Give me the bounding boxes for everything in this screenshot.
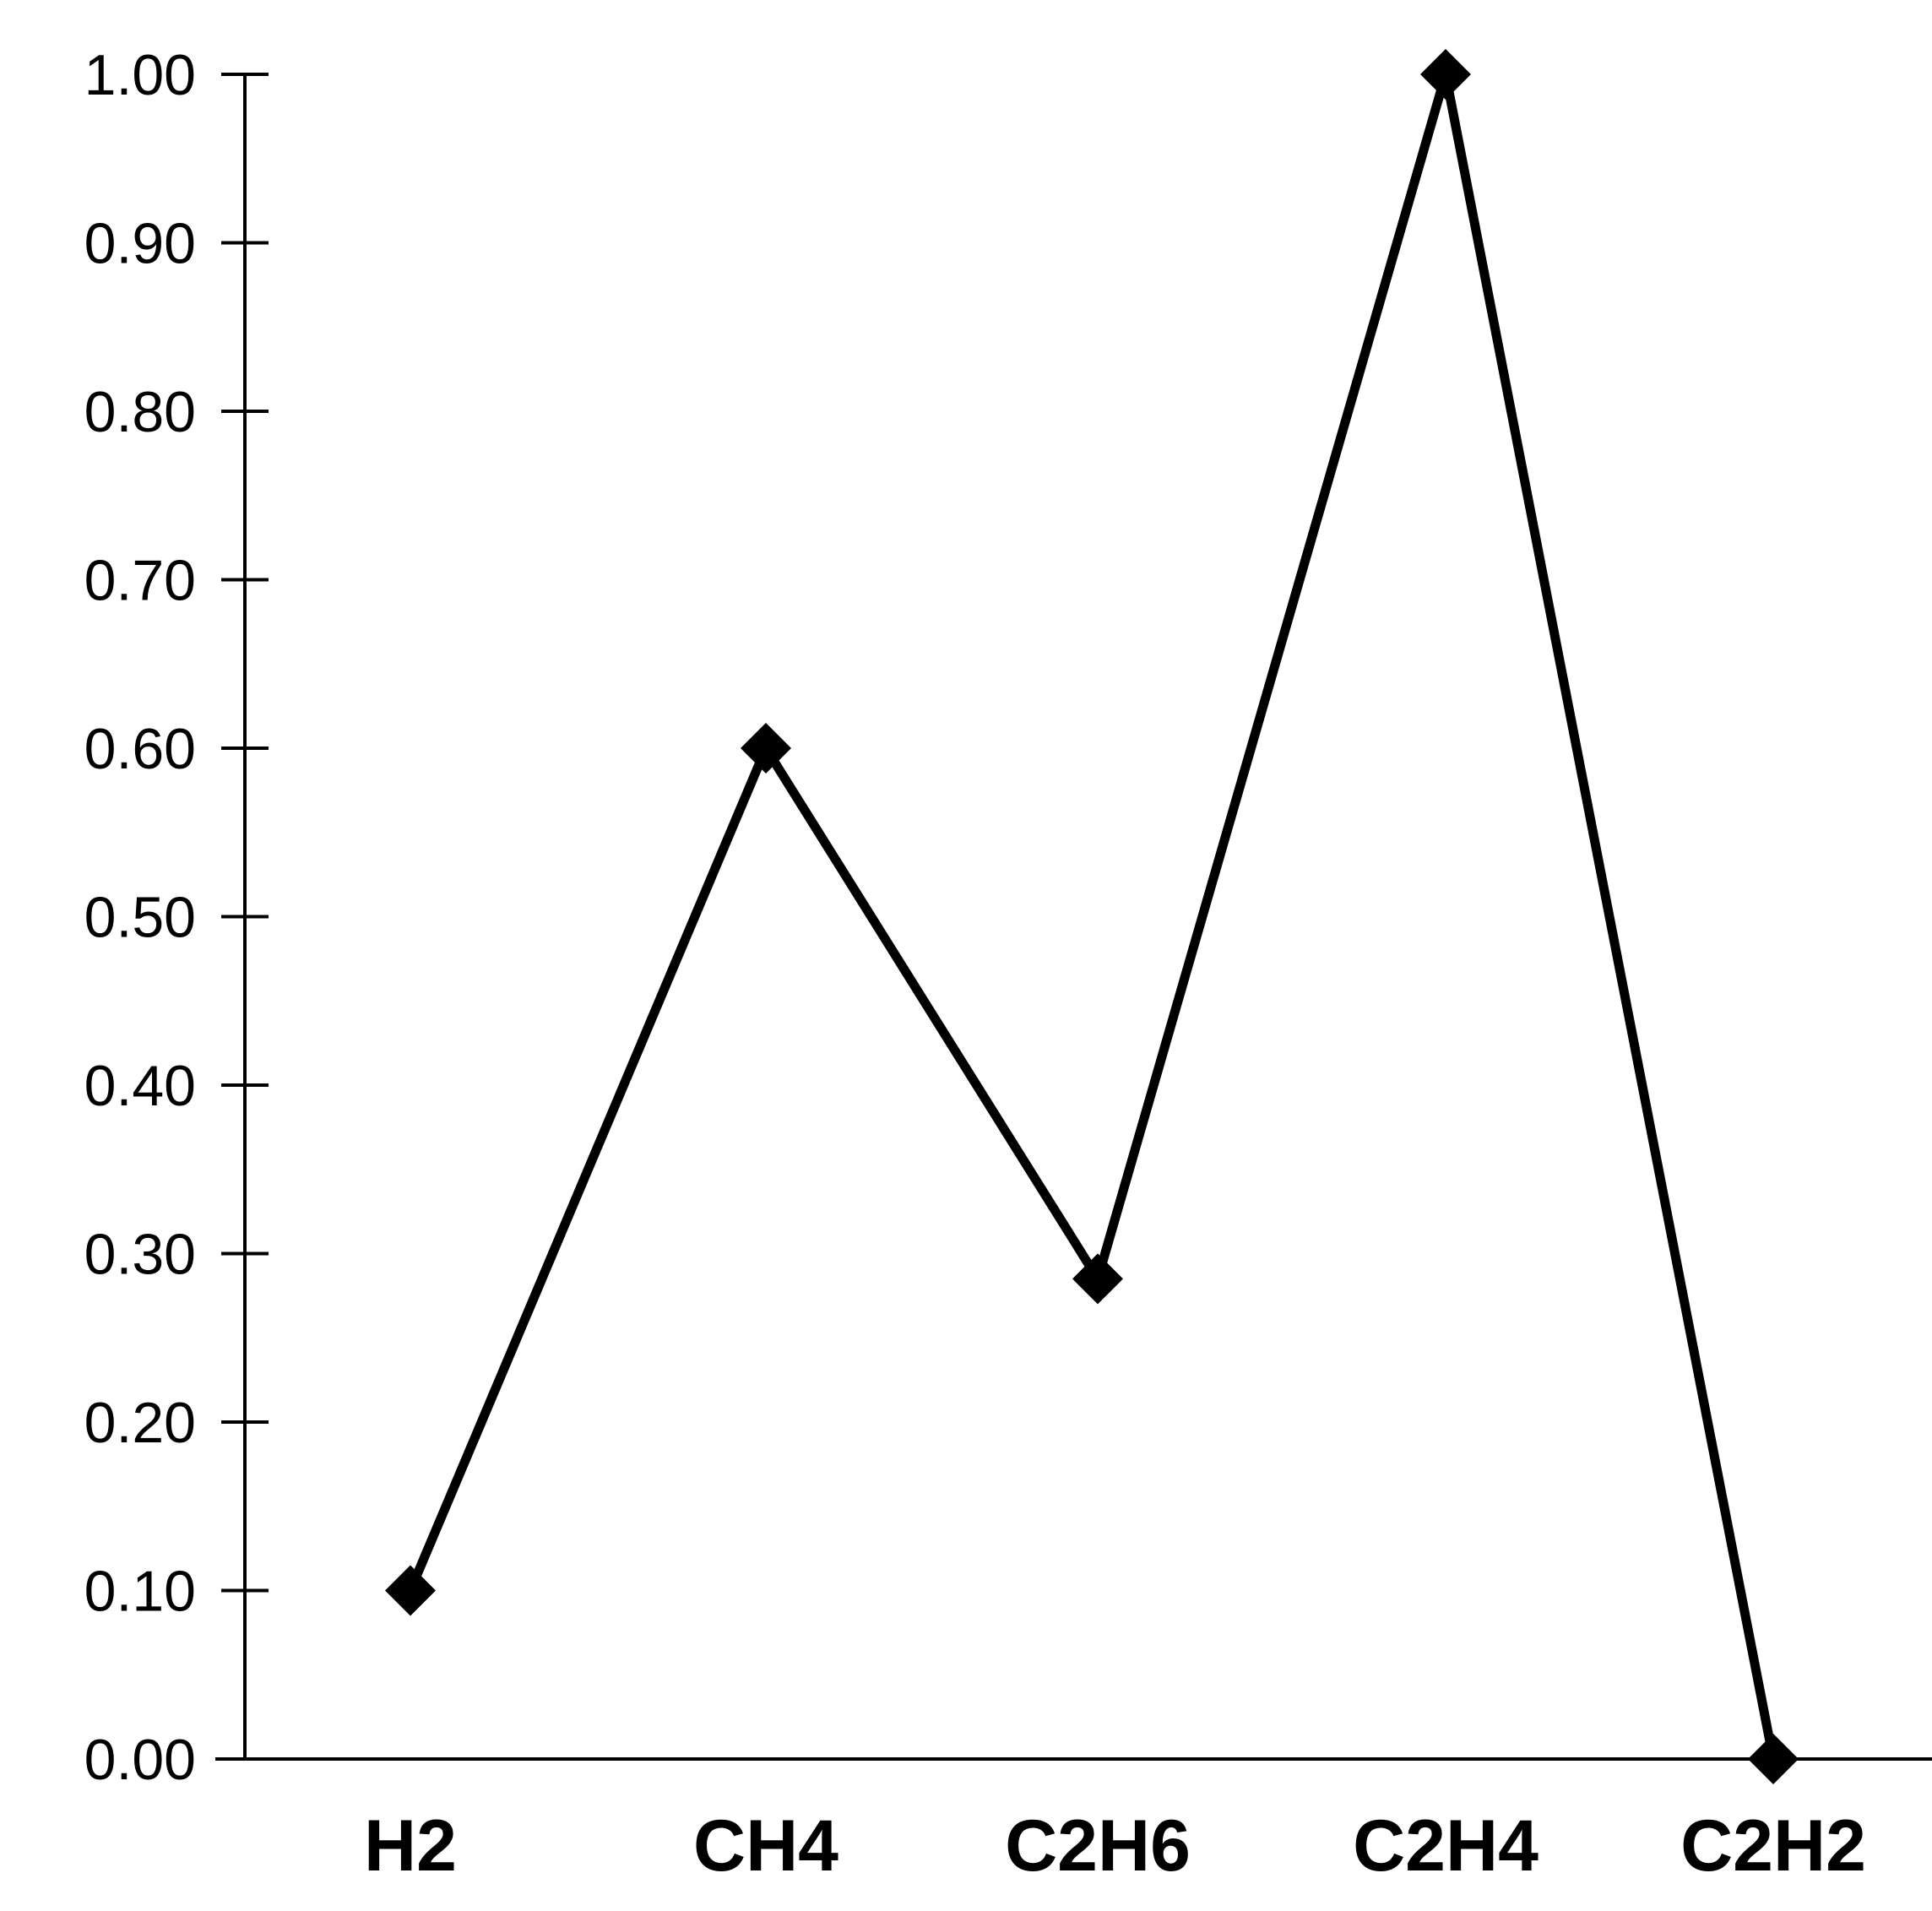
data-point-diamond bbox=[1748, 1734, 1799, 1784]
y-tick-label: 0.20 bbox=[84, 1391, 196, 1455]
series-line bbox=[405, 69, 1778, 1761]
y-tick-label: 0.60 bbox=[84, 717, 196, 781]
x-category-label: C2H4 bbox=[1353, 1805, 1539, 1887]
y-axis-ticks: 0.00 0.10 0.20 0.30 0.40 0.50 0.60 0.70 0.80 0.90… bbox=[84, 43, 269, 1792]
data-point-diamond bbox=[741, 723, 791, 774]
y-tick-label: 0.50 bbox=[84, 886, 196, 950]
y-tick-label: 0.90 bbox=[84, 212, 196, 276]
y-tick-label: 1.00 bbox=[84, 43, 196, 107]
data-point-diamond bbox=[1072, 1253, 1123, 1305]
y-tick-label: 0.40 bbox=[84, 1054, 196, 1118]
y-tick-label: 0.30 bbox=[84, 1223, 196, 1287]
chart-axes bbox=[215, 74, 1932, 1761]
y-tick-label: 0.10 bbox=[84, 1560, 196, 1624]
data-point-diamond bbox=[1420, 49, 1471, 100]
x-category-label: C2H2 bbox=[1680, 1805, 1866, 1887]
x-axis-labels: H2 CH4 C2H6 C2H4 C2H2 bbox=[364, 1805, 1866, 1887]
x-category-label: CH4 bbox=[693, 1805, 838, 1887]
x-category-label: C2H6 bbox=[1005, 1805, 1191, 1887]
data-point-diamond bbox=[385, 1565, 436, 1616]
y-tick-label: 0.70 bbox=[84, 549, 196, 613]
x-category-label: H2 bbox=[364, 1805, 457, 1887]
y-tick-label: 0.00 bbox=[84, 1728, 196, 1792]
series-layer bbox=[385, 49, 1799, 1784]
y-tick-label: 0.80 bbox=[84, 380, 196, 444]
